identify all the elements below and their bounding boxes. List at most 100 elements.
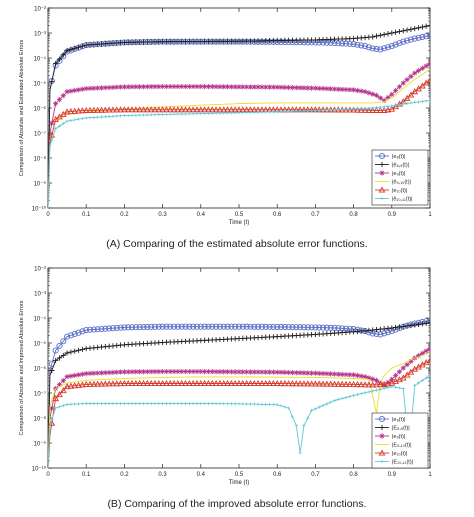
chart-b-series-marker	[289, 380, 296, 387]
chart-a-series-marker	[133, 84, 139, 90]
chart-a-series-marker	[98, 106, 105, 113]
chart-b-series-marker	[339, 371, 345, 377]
chart-a-series-marker	[418, 82, 426, 89]
chart-a-series-marker	[301, 85, 307, 91]
chart-b-series-marker	[376, 381, 384, 388]
chart-a-series-marker	[72, 87, 78, 94]
chart-a-series-marker	[357, 106, 365, 113]
chart-b-series-marker	[316, 370, 322, 376]
chart-a-series-marker	[229, 111, 233, 115]
chart-a-y-tick-label: 10⁻⁵	[34, 81, 47, 88]
chart-b-series-marker	[209, 369, 215, 375]
chart-b-series-marker	[427, 345, 430, 352]
chart-a-x-tick-label: 0.2	[120, 212, 129, 218]
chart-a-series-marker	[95, 85, 101, 91]
chart-a-series-marker	[193, 106, 201, 113]
chart-b-series-marker	[140, 323, 147, 331]
chart-a-series-marker	[381, 45, 388, 52]
chart-b-series-marker	[174, 323, 181, 330]
chart-a-series-marker	[252, 110, 256, 114]
chart-a-series-marker	[137, 84, 143, 90]
chart-b-series-marker	[106, 325, 113, 332]
chart-b-series-marker	[329, 400, 333, 404]
chart-b-series-marker	[109, 380, 117, 387]
chart-b-series-marker	[132, 324, 139, 331]
chart-b-series-marker	[203, 401, 207, 406]
chart-b-series-0	[48, 317, 430, 468]
chart-a-series-marker	[99, 115, 104, 119]
chart-b-series-marker	[136, 324, 143, 331]
chart-a-series-marker	[282, 84, 288, 90]
chart-a-series-marker	[426, 76, 430, 83]
chart-a-series-marker	[415, 25, 422, 31]
chart-b-series-marker	[205, 369, 212, 375]
chart-a-series-marker	[382, 105, 386, 109]
chart-a-series-marker	[140, 84, 147, 90]
chart-a-series-marker	[407, 36, 414, 43]
chart-a-series-marker	[121, 106, 128, 113]
chart-b-series-marker	[415, 353, 422, 359]
chart-a-legend-label: |ê₈,₉(t)|	[392, 163, 409, 169]
chart-b-series-marker	[107, 401, 111, 406]
chart-b-series-marker	[312, 324, 319, 331]
chart-a-series-marker	[205, 84, 212, 90]
chart-a-series-marker	[203, 111, 207, 116]
chart-a-series-marker	[56, 97, 63, 103]
chart-a-series-marker	[206, 111, 211, 115]
chart-b-series-marker	[76, 402, 81, 406]
chart-a-series-marker	[175, 83, 181, 90]
chart-a-series-marker	[82, 106, 90, 113]
chart-b-series-marker	[380, 380, 388, 387]
chart-b-series-marker	[297, 324, 304, 331]
chart-a-series-marker	[244, 84, 250, 90]
chart-a-series-marker	[88, 116, 92, 120]
chart-b-series-marker	[224, 379, 231, 387]
chart-a-series-marker	[64, 89, 70, 95]
chart-b-series-marker	[75, 372, 82, 378]
chart-a-series-marker	[160, 83, 166, 90]
chart-b-series-marker	[57, 405, 62, 409]
chart-b-series-marker	[247, 369, 254, 375]
chart-b-series-marker	[95, 370, 101, 376]
chart-a-series-marker	[419, 24, 425, 30]
chart-b-series-marker	[145, 401, 149, 406]
chart-a-legend-marker	[380, 196, 384, 201]
chart-a-series-marker	[255, 84, 261, 90]
chart-b-series-marker	[164, 401, 169, 406]
chart-b-series-marker	[98, 380, 105, 387]
chart-a-x-axis: 0 0.1 0.2 0.3 0.4 0.5 0.6 0.7 0.8 0.9 1	[46, 8, 432, 218]
chart-b-series-marker	[235, 379, 243, 387]
chart-b-series-marker	[140, 369, 147, 375]
chart-b-series-marker	[361, 381, 369, 388]
chart-a-series-marker	[156, 83, 162, 90]
chart-b-series-marker	[67, 382, 75, 389]
chart-a-series-marker	[221, 84, 227, 90]
chart-b-series-marker	[233, 402, 237, 406]
chart-a-series-marker	[86, 106, 94, 113]
chart-b-series-marker	[178, 379, 186, 387]
chart-b-series-marker	[277, 380, 285, 387]
chart-a-series-marker	[352, 107, 356, 111]
chart-b-series-marker	[206, 401, 211, 406]
chart-b-series-marker	[325, 402, 329, 406]
chart-b-series-marker	[327, 324, 334, 331]
chart-b-legend-label: |E₈,₉(t)|	[392, 426, 410, 432]
chart-b-series-marker	[129, 369, 135, 375]
chart-b-series-marker	[396, 324, 403, 330]
chart-b-series-marker	[84, 401, 88, 406]
chart-a-y-tick-label: 10⁻⁶	[34, 106, 47, 113]
chart-b-series-marker	[363, 391, 367, 395]
chart-b-series-marker	[342, 380, 350, 387]
chart-b-series-marker	[323, 324, 330, 331]
chart-a-series-marker	[263, 84, 269, 90]
chart-b-series-marker	[355, 392, 360, 397]
chart-b-series-marker	[198, 368, 204, 375]
chart-b-series-marker	[133, 369, 139, 375]
chart-a-series-marker	[362, 43, 369, 50]
chart-b-series-marker	[186, 368, 192, 375]
chart-b-legend-label: |e₉(t)|	[392, 434, 405, 440]
chart-b-series-marker	[213, 323, 220, 330]
chart-b-series-marker	[182, 379, 189, 387]
chart-a-series-marker	[140, 106, 147, 113]
chart-b-series-marker	[109, 325, 116, 332]
